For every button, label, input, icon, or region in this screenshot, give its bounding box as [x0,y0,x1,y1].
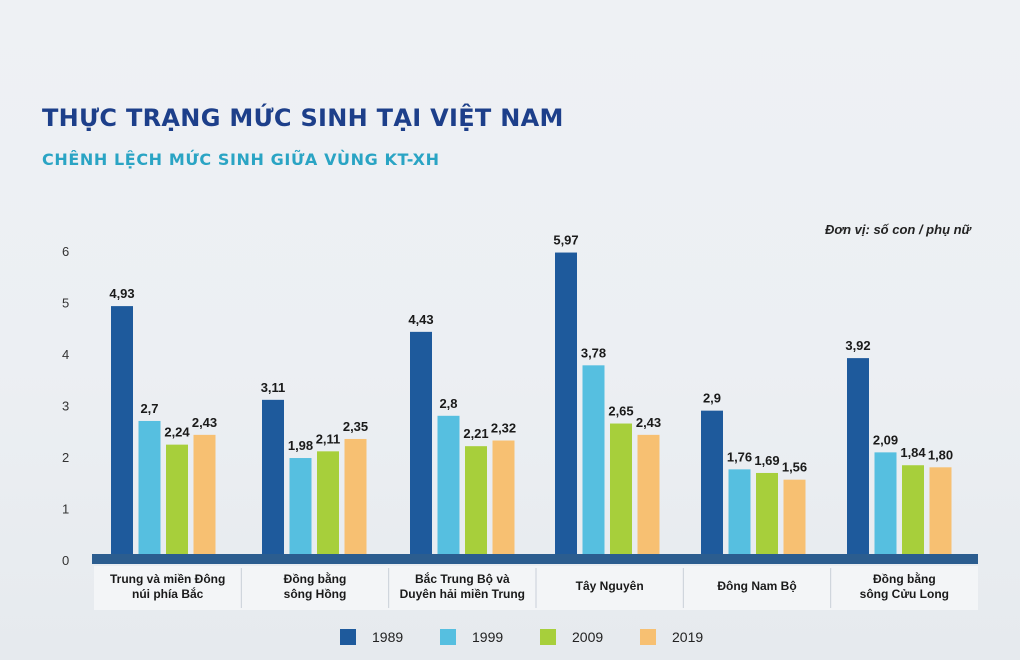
bar-value-label: 2,11 [316,431,341,446]
chart-title: THỰC TRẠNG MỨC SINH TẠI VIỆT NAM [42,104,564,132]
bar-1989-6 [847,358,869,560]
legend-item-2019: 2019 [640,629,740,645]
bar-2009-4 [610,423,632,560]
x-axis-baseline [92,554,978,564]
x-category-label: sông Cửu Long [860,587,949,601]
legend-label: 2009 [572,629,604,645]
x-category-label: sông Hồng [284,587,347,601]
bar-value-label: 2,43 [636,415,661,430]
legend-label: 2019 [672,629,704,645]
y-tick-label: 2 [62,450,69,465]
bar-2019-6 [929,467,952,560]
bar-value-label: 2,24 [164,425,190,440]
bar-2019-3 [492,440,515,560]
x-category-label: Bắc Trung Bộ và [415,571,510,586]
legend-swatch [340,629,356,645]
y-tick-label: 6 [62,244,69,259]
legend-item-1989: 1989 [340,629,440,645]
bar-1999-2 [289,458,312,560]
bar-value-label: 5,97 [553,233,578,248]
bar-2019-2 [344,438,367,560]
bar-1989-3 [410,331,432,560]
bar-value-label: 2,32 [491,421,516,436]
x-category-label: Duyên hải miền Trung [400,587,525,601]
bar-value-label: 1,80 [928,447,953,462]
bar-value-label: 1,69 [754,453,779,468]
x-category-label: Tây Nguyên [576,579,644,593]
bar-2019-4 [637,434,660,560]
bar-value-label: 3,92 [845,338,870,353]
bar-value-label: 1,84 [900,445,926,460]
bar-1999-4 [582,365,605,560]
bar-2019-1 [193,434,216,560]
y-tick-label: 0 [62,553,69,568]
bar-1989-2 [262,399,284,560]
bar-value-label: 2,35 [343,419,368,434]
bar-value-label: 2,43 [192,415,217,430]
unit-label: Đơn vị: số con / phụ nữ [825,222,971,237]
bar-value-label: 3,78 [581,345,606,360]
bar-value-label: 2,7 [140,401,158,416]
x-category-label: Đồng bằng [873,571,936,586]
bar-1999-6 [874,452,897,560]
bar-1999-1 [138,420,161,560]
bar-value-label: 4,43 [408,312,433,327]
bar-value-label: 2,9 [703,391,721,406]
legend-swatch [540,629,556,645]
chart-subtitle: CHÊNH LỆCH MỨC SINH GIỮA VÙNG KT-XH [42,150,440,169]
y-tick-label: 4 [62,347,69,362]
bar-value-label: 4,93 [109,286,134,301]
legend-label: 1989 [372,629,404,645]
legend-swatch [440,629,456,645]
y-tick-label: 1 [62,502,69,517]
x-category-label: Trung và miền Đông [110,572,225,586]
bar-value-label: 1,98 [288,438,313,453]
bar-1989-4 [555,252,577,561]
legend-swatch [640,629,656,645]
bar-value-label: 1,56 [782,460,807,475]
bar-1999-3 [437,415,460,560]
bar-2009-3 [465,446,487,560]
y-tick-label: 5 [62,296,69,311]
bar-2009-1 [166,444,188,560]
bar-value-label: 2,65 [608,404,633,419]
bar-1999-5 [728,469,751,560]
bar-value-label: 2,21 [463,426,488,441]
bar-value-label: 3,11 [261,380,286,395]
bar-1989-1 [111,306,133,560]
x-category-label: núi phía Bắc [132,586,204,601]
x-category-label: Đồng bằng [284,571,347,586]
legend-item-1999: 1999 [440,629,540,645]
bar-value-label: 2,09 [873,432,898,447]
bar-2009-5 [756,472,778,560]
bar-2009-6 [902,465,924,560]
legend: 1989 1999 2009 2019 [340,629,740,645]
x-category-label: Đông Nam Bộ [717,579,796,593]
legend-label: 1999 [472,629,504,645]
bar-1989-5 [701,410,723,560]
bar-value-label: 1,76 [727,449,752,464]
bar-2019-5 [783,479,806,560]
bar-2009-2 [317,451,339,560]
y-tick-label: 3 [62,399,69,414]
legend-item-2009: 2009 [540,629,640,645]
bar-value-label: 2,8 [439,396,457,411]
